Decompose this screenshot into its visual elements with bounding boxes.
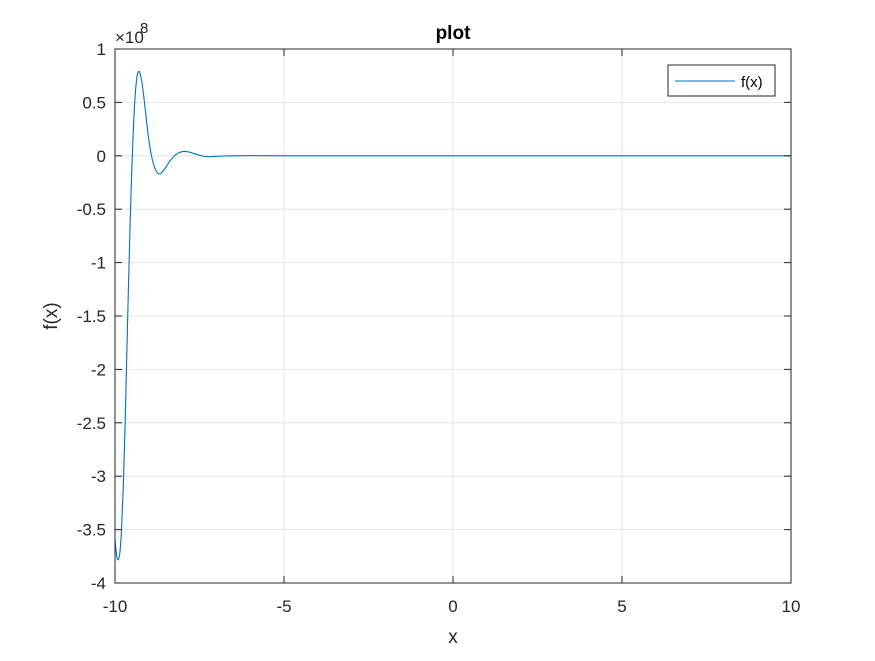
series-line-0	[114, 70, 791, 561]
x-tick-label: -5	[276, 597, 291, 616]
x-tick-label: 5	[617, 597, 626, 616]
x-tick-labels: -10 -5 0 5 10	[103, 597, 801, 616]
x-tick-label: 0	[448, 597, 457, 616]
y-tick-label: -2	[91, 360, 106, 379]
legend-label: f(x)	[741, 74, 763, 91]
y-tick-label: -1	[91, 254, 106, 273]
y-tick-label: -1.5	[77, 307, 106, 326]
y-tick-label: 0.5	[82, 93, 106, 112]
y-tick-label: 1	[97, 40, 106, 59]
y-tick-label: -4	[91, 574, 106, 593]
y-multiplier-exponent: 8	[140, 20, 148, 37]
y-tick-labels: 1 0.5 0 -0.5 -1 -1.5 -2 -2.5 -3 -3.5 -4	[77, 40, 106, 593]
y-tick-label: -3.5	[77, 521, 106, 540]
series-layer	[114, 70, 791, 561]
y-tick-label: -0.5	[77, 200, 106, 219]
y-axis-label: f(x)	[41, 302, 62, 329]
y-tick-label: -2.5	[77, 414, 106, 433]
chart-title: plot	[436, 23, 471, 44]
x-tick-label: 10	[782, 597, 801, 616]
y-multiplier-base: ×10	[115, 28, 144, 47]
x-tick-label: -10	[103, 597, 128, 616]
y-tick-label: 0	[97, 147, 106, 166]
y-tick-label: -3	[91, 467, 106, 486]
legend[interactable]: f(x)	[667, 64, 776, 97]
ticks	[114, 48, 792, 584]
x-axis-label: x	[448, 627, 458, 648]
